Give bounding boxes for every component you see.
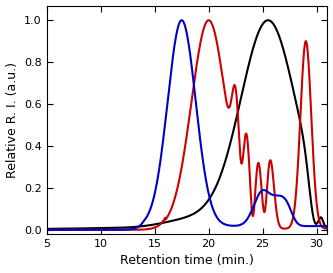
Y-axis label: Relative R. I. (a.u.): Relative R. I. (a.u.) (6, 62, 19, 178)
X-axis label: Retention time (min.): Retention time (min.) (120, 254, 254, 268)
